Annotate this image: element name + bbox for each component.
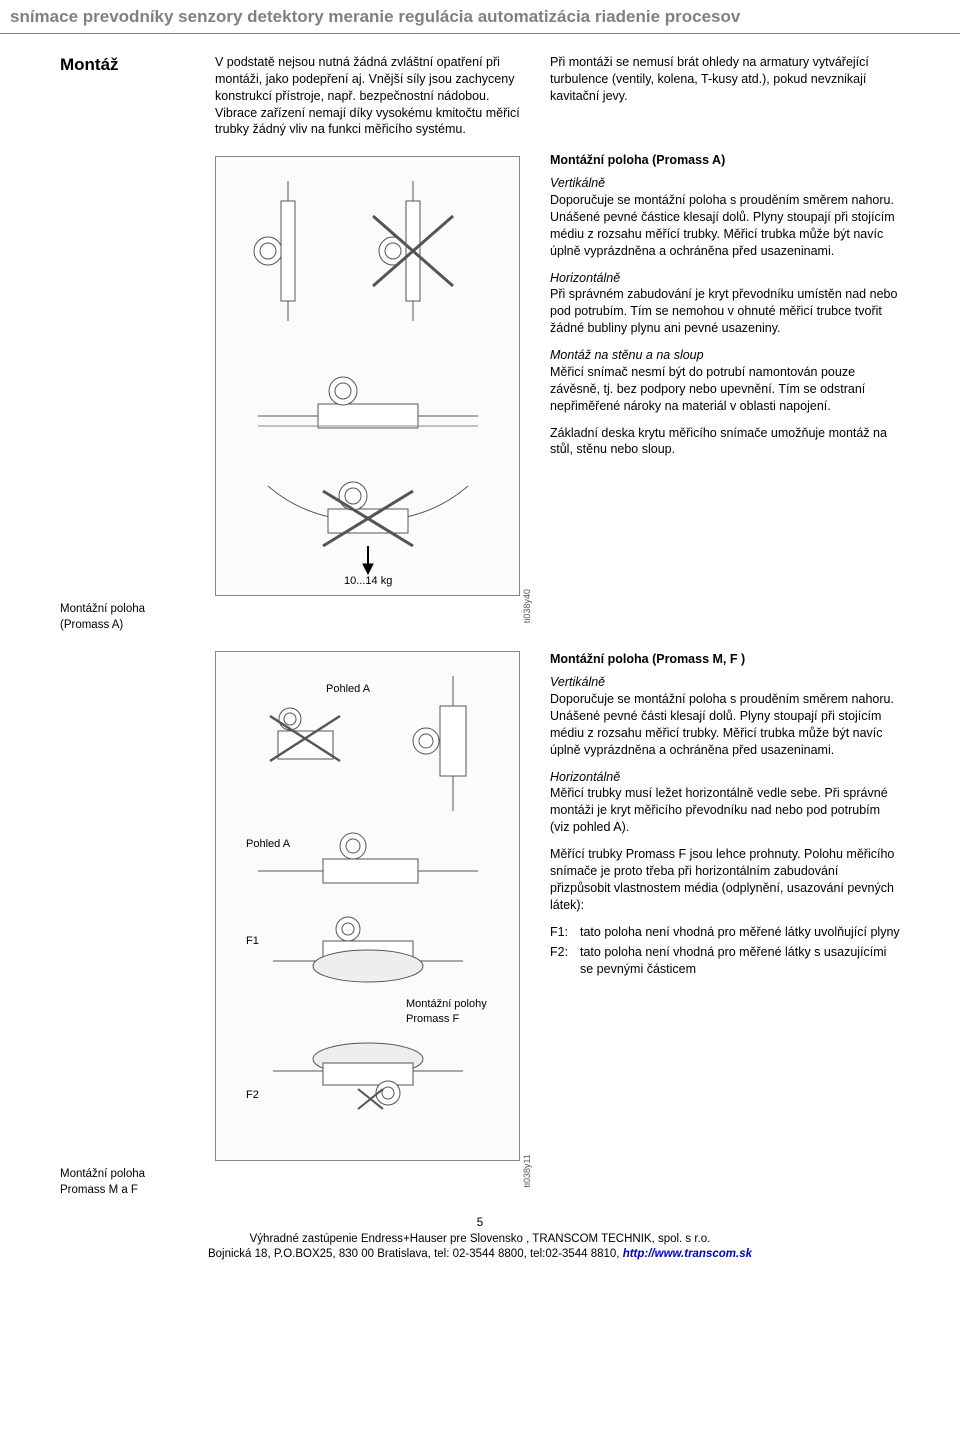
vert-block-a: Vertikálně Doporučuje se montážní poloha…	[550, 175, 900, 259]
label-mp: Montážní polohy Promass F	[406, 997, 487, 1027]
vert-block-mf: Vertikálně Doporučuje se montážní poloha…	[550, 674, 900, 758]
page-header: snímace prevodníky senzory detektory mer…	[0, 0, 960, 34]
figure-ref-a: ti038y40	[521, 589, 533, 623]
horiz-block-mf: Horizontálně Měřicí trubky musí ležet ho…	[550, 769, 900, 837]
footer-line1: Výhradné zastúpenie Endress+Hauser pre S…	[250, 1233, 711, 1245]
intro-paragraph-1: V podstatě nejsou nutná žádná zvláštní o…	[215, 54, 520, 138]
weight-label: 10...14 kg	[344, 574, 392, 589]
page-number: 5	[477, 1217, 483, 1229]
intro-paragraph-2: Při montáži se nemusí brát ohledy na arm…	[550, 54, 900, 105]
f2-row: F2: tato poloha není vhodná pro měřené l…	[550, 944, 900, 978]
horiz-label-a: Horizontálně	[550, 271, 620, 285]
horiz-text-a: Při správném zabudování je kryt převodní…	[550, 287, 897, 335]
caption-a: Montážní poloha (Promass A)	[60, 602, 215, 633]
f-intro: Měřící trubky Promass F jsou lehce prohn…	[550, 846, 900, 914]
f1-label: F1:	[550, 924, 580, 941]
caption-mf: Montážní poloha Promass M a F	[60, 1167, 215, 1198]
label-pohled-a2: Pohled A	[246, 837, 290, 852]
wall-text-a: Měřicí snímač nesmí být do potrubí namon…	[550, 365, 865, 413]
f2-text: tato poloha není vhodná pro měřené látky…	[580, 944, 900, 978]
heading-promass-mf: Montážní poloha (Promass M, F )	[550, 651, 900, 668]
heading-promass-a: Montážní poloha (Promass A)	[550, 152, 900, 169]
vert-label-a: Vertikálně	[550, 176, 605, 190]
horiz-label-mf: Horizontálně	[550, 770, 620, 784]
wall-label-a: Montáž na stěnu a na sloup	[550, 348, 704, 362]
vert-text-a: Doporučuje se montážní poloha s proudění…	[550, 193, 895, 258]
horiz-block-a: Horizontálně Při správném zabudování je …	[550, 270, 900, 338]
f1-row: F1: tato poloha není vhodná pro měřené l…	[550, 924, 900, 941]
vert-label-mf: Vertikálně	[550, 675, 605, 689]
wall-block-a: Montáž na stěnu a na sloup Měřicí snímač…	[550, 347, 900, 415]
section-title: Montáž	[60, 54, 215, 77]
label-f2: F2	[246, 1088, 259, 1103]
f2-label: F2:	[550, 944, 580, 978]
label-f1: F1	[246, 934, 259, 949]
diagram-promass-a: 10...14 kg ti038y40	[215, 156, 520, 596]
base-text-a: Základní deska krytu měřicího snímače um…	[550, 425, 900, 459]
horiz-text-mf: Měřicí trubky musí ležet horizontálně ve…	[550, 786, 888, 834]
diagram-promass-mf: Pohled A Pohled A F1 F2 Montážní polohy …	[215, 651, 520, 1161]
vert-text-mf: Doporučuje se montážní poloha s proudění…	[550, 692, 894, 757]
label-pohled-a1: Pohled A	[326, 682, 370, 697]
page-footer: 5 Výhradné zastúpenie Endress+Hauser pre…	[0, 1208, 960, 1277]
figure-ref-mf: ti038y11	[521, 1154, 533, 1187]
footer-line2a: Bojnická 18, P.O.BOX25, 830 00 Bratislav…	[208, 1248, 623, 1260]
f1-text: tato poloha není vhodná pro měřené látky…	[580, 924, 900, 941]
footer-link[interactable]: http://www.transcom.sk	[623, 1248, 752, 1260]
